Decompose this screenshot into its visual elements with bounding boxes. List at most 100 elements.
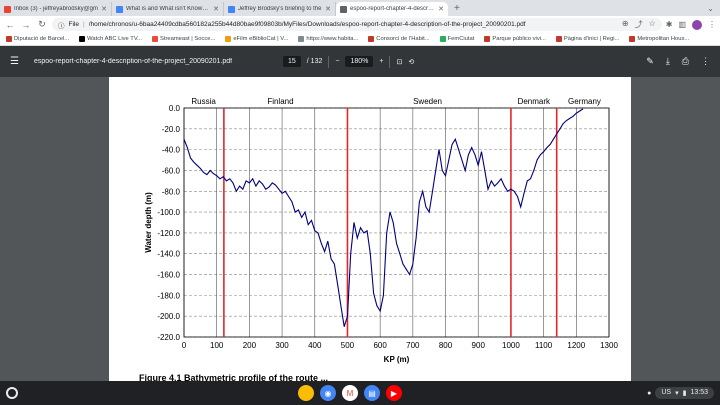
depth-point xyxy=(546,147,548,148)
depth-point xyxy=(291,201,293,203)
close-tab-icon[interactable]: ✕ xyxy=(213,6,219,13)
bookmark-item[interactable]: https://www.habita... xyxy=(298,36,358,42)
depth-point xyxy=(373,292,375,294)
depth-point xyxy=(412,263,414,265)
avatar[interactable] xyxy=(692,19,702,30)
depth-point xyxy=(183,138,185,140)
depth-point xyxy=(386,232,388,234)
depth-point xyxy=(317,232,319,234)
figure-caption: Figure 4.1 Bathymetric profile of the ro… xyxy=(139,373,329,381)
depth-point xyxy=(255,185,257,187)
bookmark-item[interactable]: Parque público vivi... xyxy=(484,36,546,42)
bookmark-item[interactable]: Watch ABC Live TV... xyxy=(79,36,142,42)
depth-point xyxy=(487,188,489,190)
depth-point xyxy=(216,175,218,177)
zoom-icon[interactable]: ⊕ xyxy=(621,19,629,28)
bookmark-label: Watch ABC Live TV... xyxy=(87,36,142,42)
sidepanel-icon[interactable]: ▥ xyxy=(678,20,686,29)
y-tick-label: -20.0 xyxy=(162,125,181,134)
notification-icon[interactable]: ● xyxy=(647,389,652,397)
page-number-input[interactable]: 15 xyxy=(283,56,301,67)
bookmark-item[interactable]: Pàgina d'inici | Regi... xyxy=(555,36,619,42)
depth-point xyxy=(458,149,460,151)
more-actions-icon[interactable]: ⋮ xyxy=(701,56,710,66)
back-icon[interactable]: ← xyxy=(5,19,15,30)
bookmark-label: eFilm eBiblioCat | V... xyxy=(233,36,289,42)
depth-point xyxy=(471,147,473,148)
launcher-icon[interactable] xyxy=(6,387,18,399)
tab-3[interactable]: Jeffrey Brodsky's briefing to the ✕ xyxy=(224,2,336,16)
pdf-viewer[interactable]: 0 100 200 300 400 500 600 700 800 900 1000 1100 1200… xyxy=(0,77,720,381)
download-icon[interactable]: ⤓ xyxy=(665,56,670,66)
new-tab-button[interactable]: + xyxy=(454,3,460,14)
url-text[interactable]: /home/chronos/u-6baa24409cdba560182a255b… xyxy=(88,21,526,28)
depth-point xyxy=(575,112,577,114)
docs-icon[interactable]: ▤ xyxy=(364,385,380,401)
depth-point xyxy=(536,159,538,161)
bookmark-item[interactable]: Diputació de Barcel... xyxy=(6,36,69,42)
depth-point xyxy=(543,151,545,153)
depth-point xyxy=(572,115,574,117)
zoom-input[interactable]: 180% xyxy=(345,56,374,67)
page-total: / 132 xyxy=(306,58,323,65)
depth-point xyxy=(363,232,365,234)
tab-4[interactable]: espoo-report-chapter-4-descripti ✕ xyxy=(336,2,448,16)
system-tray[interactable]: ● US ▾ ▮ 13:53 xyxy=(647,387,714,399)
depth-point xyxy=(425,206,427,208)
chrome-icon[interactable]: ◉ xyxy=(320,385,336,401)
depth-point xyxy=(307,224,309,225)
tab-title: espoo-report-chapter-4-descripti xyxy=(350,6,436,12)
bookmark-item[interactable]: FemCiutat xyxy=(439,36,474,42)
tab-search-icon[interactable]: ⌄ xyxy=(707,4,714,13)
annotate-icon[interactable]: ✎ xyxy=(646,56,654,66)
depth-point xyxy=(219,178,221,180)
address-bar[interactable]: ⓘ File | /home/chronos/u-6baa24409cdba56… xyxy=(52,18,662,31)
files-icon[interactable] xyxy=(298,385,314,401)
more-menu-icon[interactable]: ⋮ xyxy=(708,20,716,29)
depth-point xyxy=(356,237,358,239)
close-tab-icon[interactable]: ✕ xyxy=(101,6,107,13)
depth-point xyxy=(369,253,371,255)
depth-point xyxy=(235,190,237,192)
menu-icon[interactable]: ☰ xyxy=(10,56,19,67)
youtube-icon[interactable]: ▶ xyxy=(386,385,402,401)
tab-1[interactable]: Inbox (3) - jeffreyabrodsky@gm ✕ xyxy=(0,2,112,16)
bookmark-item[interactable]: Consorci de l'Habit... xyxy=(368,36,430,42)
reload-icon[interactable]: ↻ xyxy=(38,19,46,29)
print-icon[interactable]: ⎙ xyxy=(681,56,689,66)
y-tick-label: -120.0 xyxy=(157,229,180,238)
gmail-icon[interactable]: M xyxy=(342,385,358,401)
depth-point xyxy=(376,305,378,307)
share-icon[interactable]: ⤴ xyxy=(634,20,643,29)
depth-point xyxy=(399,253,401,255)
tab-title: What is and What isn't Known A xyxy=(126,6,211,12)
depth-point xyxy=(248,182,250,184)
bookmark-label: Metropolitan Hous... xyxy=(637,36,690,42)
bookmark-item[interactable]: Streameast | Socce... xyxy=(152,36,215,42)
info-icon[interactable]: ⓘ xyxy=(58,22,65,30)
depth-point xyxy=(553,138,554,140)
bookmark-item[interactable]: eFilm eBiblioCat | V... xyxy=(225,36,288,42)
depth-point xyxy=(415,237,417,239)
close-tab-icon[interactable]: ✕ xyxy=(325,6,331,13)
depth-point xyxy=(213,173,214,174)
fit-page-icon[interactable]: ⊡ xyxy=(396,58,403,66)
tab-2[interactable]: What is and What isn't Known A ✕ xyxy=(112,2,224,16)
depth-point xyxy=(203,172,205,173)
depth-point xyxy=(520,206,522,208)
bookmark-item[interactable]: Metropolitan Hous... xyxy=(629,36,689,42)
region-label: Russia xyxy=(191,97,216,106)
close-tab-icon[interactable]: ✕ xyxy=(438,6,444,13)
bookmark-favicon xyxy=(368,36,375,42)
bookmark-star-icon[interactable]: ☆ xyxy=(648,19,656,28)
extensions-icon[interactable]: ✱ xyxy=(665,20,673,29)
depth-point xyxy=(327,240,329,242)
zoom-in-icon[interactable]: + xyxy=(379,58,384,65)
depth-point xyxy=(340,305,342,307)
depth-point xyxy=(402,263,404,265)
forward-icon[interactable]: → xyxy=(21,19,31,30)
depth-point xyxy=(507,190,509,192)
y-tick-label: -160.0 xyxy=(157,271,180,280)
rotate-icon[interactable]: ⟲ xyxy=(408,58,415,66)
zoom-out-icon[interactable]: − xyxy=(335,58,340,65)
